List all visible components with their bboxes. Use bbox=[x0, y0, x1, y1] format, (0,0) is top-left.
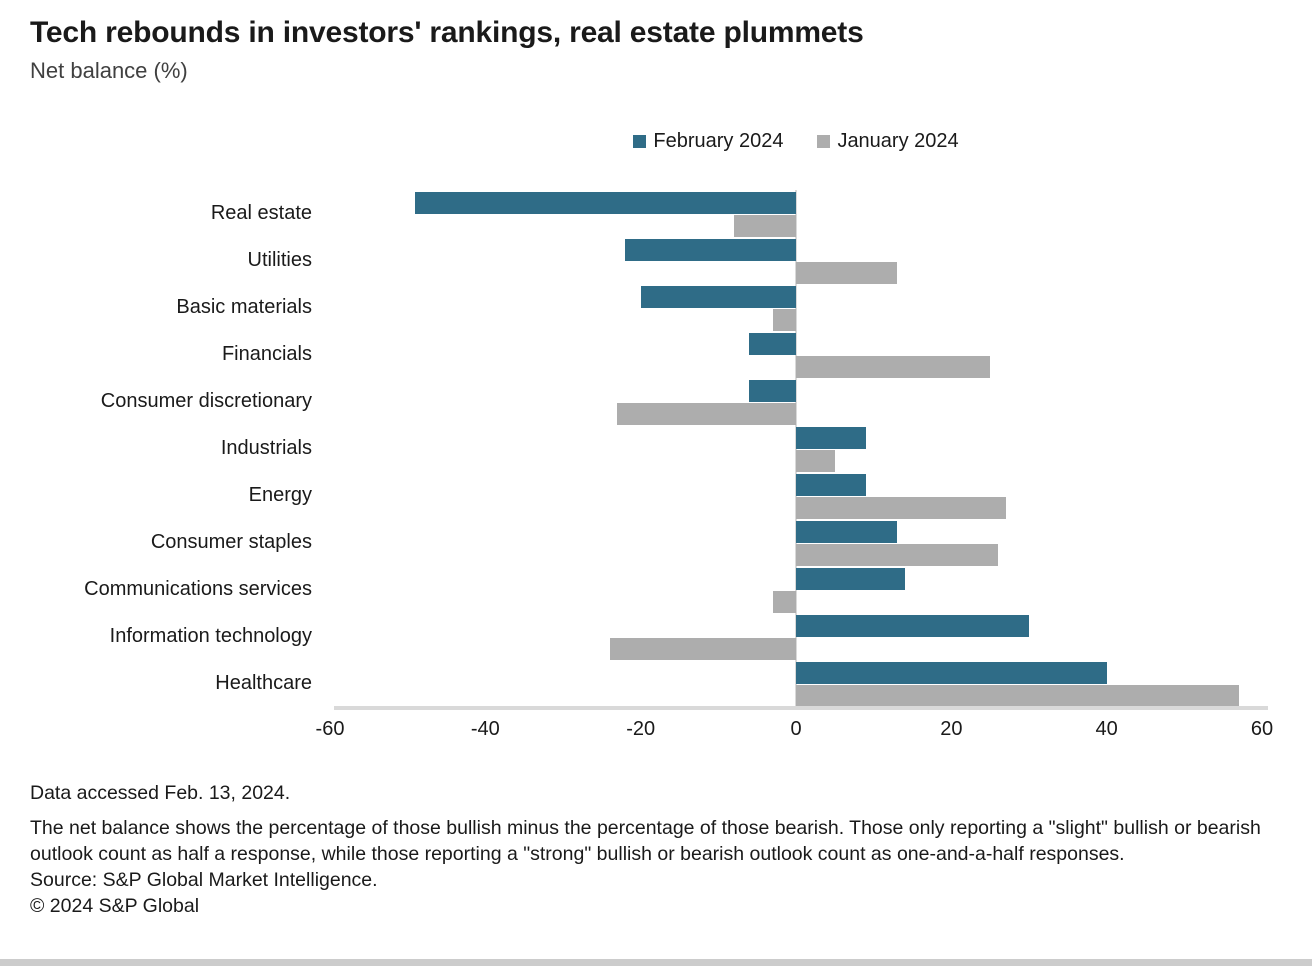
copyright-note: © 2024 S&P Global bbox=[30, 895, 200, 917]
bar-january-2024-utilities bbox=[796, 262, 897, 284]
page-bottom-border bbox=[0, 959, 1312, 966]
category-label-industrials: Industrials bbox=[220, 437, 312, 459]
category-label-basic-materials: Basic materials bbox=[176, 296, 312, 318]
bar-february-2024-industrials bbox=[796, 427, 866, 449]
bar-january-2024-real-estate bbox=[733, 215, 796, 237]
data-accessed-note: Data accessed Feb. 13, 2024. bbox=[30, 782, 291, 804]
category-label-communications-services: Communications services bbox=[84, 578, 312, 600]
legend-label: January 2024 bbox=[837, 130, 959, 152]
legend-item-january-2024: January 2024 bbox=[817, 130, 959, 153]
plot-area: -60 -40 -20 0 20 40 60 bbox=[316, 190, 1273, 740]
x-tick-label-20: 20 bbox=[940, 718, 963, 740]
bar-february-2024-basic-materials bbox=[640, 286, 796, 308]
bar-january-2024-communications-services bbox=[772, 591, 796, 613]
legend-item-february-2024: February 2024 bbox=[633, 130, 783, 153]
legend-label: February 2024 bbox=[653, 130, 784, 152]
x-tick-label--60: -60 bbox=[315, 718, 345, 740]
category-axis-labels: Real estate Utilities Basic materials Finan… bbox=[0, 190, 312, 707]
bar-february-2024-consumer-discretionary bbox=[749, 380, 796, 402]
bar-february-2024-utilities bbox=[625, 239, 796, 261]
legend-swatch-icon bbox=[817, 135, 831, 148]
chart-title: Tech rebounds in investors' rankings, re… bbox=[30, 16, 864, 49]
methodology-note: The net balance shows the percentage of … bbox=[30, 817, 1261, 865]
bar-february-2024-information-technology bbox=[796, 615, 1029, 637]
category-label-consumer-staples: Consumer staples bbox=[150, 531, 312, 553]
category-label-healthcare: Healthcare bbox=[215, 672, 312, 694]
bar-january-2024-financials bbox=[796, 356, 991, 378]
bar-february-2024-healthcare bbox=[796, 662, 1107, 684]
legend-swatch-icon bbox=[633, 135, 647, 148]
bar-january-2024-information-technology bbox=[609, 638, 796, 660]
category-label-consumer-discretionary: Consumer discretionary bbox=[100, 390, 312, 412]
bar-january-2024-consumer-discretionary bbox=[617, 403, 796, 425]
bar-february-2024-communications-services bbox=[796, 568, 905, 590]
bar-january-2024-consumer-staples bbox=[796, 544, 998, 566]
x-tick-label--20: -20 bbox=[626, 718, 656, 740]
x-tick-label--40: -40 bbox=[470, 718, 500, 740]
footnotes: Data accessed Feb. 13, 2024. The net bal… bbox=[30, 780, 1296, 919]
bar-february-2024-financials bbox=[749, 333, 796, 355]
legend: February 2024 January 2024 bbox=[330, 130, 1262, 153]
bar-february-2024-energy bbox=[796, 474, 866, 496]
category-label-energy: Energy bbox=[248, 484, 312, 506]
chart-subtitle: Net balance (%) bbox=[30, 58, 188, 83]
bar-january-2024-healthcare bbox=[796, 685, 1239, 707]
x-tick-label-60: 60 bbox=[1250, 718, 1274, 740]
category-label-financials: Financials bbox=[221, 343, 312, 365]
source-note: Source: S&P Global Market Intelligence. bbox=[30, 869, 378, 891]
bar-january-2024-energy bbox=[796, 497, 1006, 519]
x-tick-label-40: 40 bbox=[1095, 718, 1118, 740]
bar-february-2024-consumer-staples bbox=[796, 521, 897, 543]
bar-january-2024-basic-materials bbox=[772, 309, 796, 331]
bar-january-2024-industrials bbox=[796, 450, 835, 472]
x-tick-label-0: 0 bbox=[790, 718, 802, 740]
category-label-real-estate: Real estate bbox=[210, 202, 312, 224]
x-axis-line bbox=[334, 706, 1268, 710]
bar-february-2024-real-estate bbox=[415, 192, 796, 214]
category-label-information-technology: Information technology bbox=[109, 625, 312, 647]
category-label-utilities: Utilities bbox=[247, 249, 312, 271]
